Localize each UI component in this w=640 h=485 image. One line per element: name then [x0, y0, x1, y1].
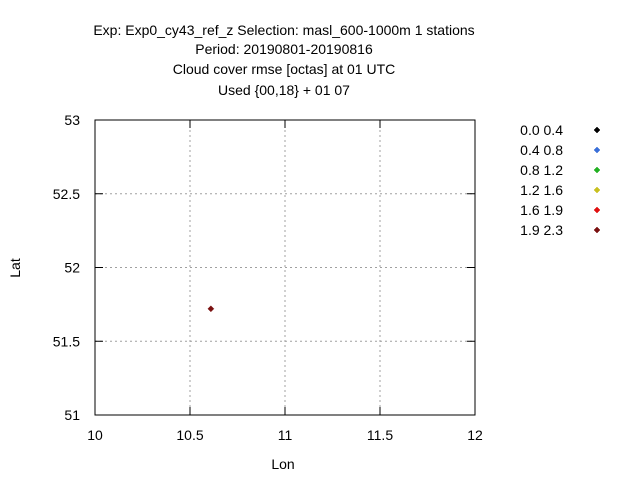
legend-marker [593, 186, 601, 194]
legend-label: 0.8 1.2 [520, 162, 563, 178]
title-line-3: Cloud cover rmse [octas] at 01 UTC [173, 61, 396, 77]
legend-label: 0.0 0.4 [520, 122, 563, 138]
legend-label: 0.4 0.8 [520, 142, 563, 158]
legend-label: 1.6 1.9 [520, 202, 563, 218]
legend-marker [593, 206, 601, 214]
legend-marker [593, 126, 601, 134]
legend-marker [593, 166, 601, 174]
legend-label: 1.9 2.3 [520, 222, 563, 238]
x-axis-label: Lon [271, 456, 294, 472]
data-points [207, 305, 215, 313]
y-tick-label: 51 [64, 407, 80, 423]
y-tick-label: 52 [64, 260, 80, 276]
x-tick-label: 12 [467, 427, 483, 443]
legend-marker [593, 146, 601, 154]
y-axis-label: Lat [7, 258, 23, 278]
y-axis-tick-labels: 51 51.5 52 52.5 53 [53, 112, 80, 423]
x-tick-label: 11 [278, 427, 293, 443]
legend-label: 1.2 1.6 [520, 182, 563, 198]
axis-ticks [94, 119, 476, 416]
grid-lines [95, 120, 475, 415]
legend: 0.0 0.4 0.4 0.8 0.8 1.2 1.2 1.6 1.6 1.9 1.9 2… [520, 122, 601, 238]
data-point [207, 305, 215, 313]
y-tick-label: 53 [64, 112, 80, 128]
y-tick-label: 51.5 [53, 333, 80, 349]
title-line-4: Used {00,18} + 01 07 [218, 82, 350, 98]
title-line-2: Period: 20190801-20190816 [195, 41, 373, 57]
chart-title: Exp: Exp0_cy43_ref_z Selection: masl_600… [93, 22, 474, 98]
x-tick-label: 10.5 [176, 427, 203, 443]
x-axis-tick-labels: 10 10.5 11 11.5 12 [87, 427, 483, 443]
legend-marker [593, 226, 601, 234]
y-tick-label: 52.5 [53, 186, 80, 202]
x-tick-label: 11.5 [367, 427, 393, 443]
title-line-1: Exp: Exp0_cy43_ref_z Selection: masl_600… [93, 22, 474, 38]
x-tick-label: 10 [87, 427, 103, 443]
